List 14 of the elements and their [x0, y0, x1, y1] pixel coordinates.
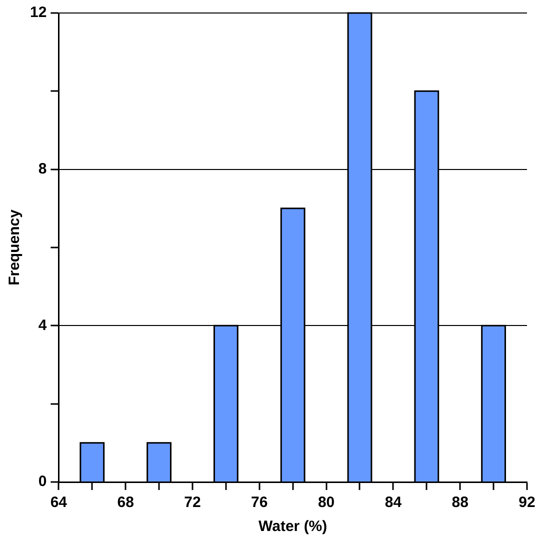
x-axis-title: Water (%): [258, 518, 328, 536]
y-tick-label: 0: [38, 473, 47, 490]
y-tick-label: 12: [30, 4, 47, 22]
x-tick-label: 68: [117, 494, 134, 512]
x-tick-label: 80: [318, 494, 335, 512]
x-tick-label: 72: [184, 494, 201, 512]
y-axis-title: Frequency: [6, 208, 24, 286]
y-tick-label: 4: [38, 316, 48, 334]
x-tick-label: 76: [251, 494, 268, 512]
x-tick-label: 88: [452, 494, 468, 512]
x-tick-label: 64: [50, 494, 68, 512]
y-tick-label: 8: [38, 160, 47, 178]
x-tick-label: 84: [384, 494, 402, 512]
x-tick-label: 92: [518, 494, 536, 512]
